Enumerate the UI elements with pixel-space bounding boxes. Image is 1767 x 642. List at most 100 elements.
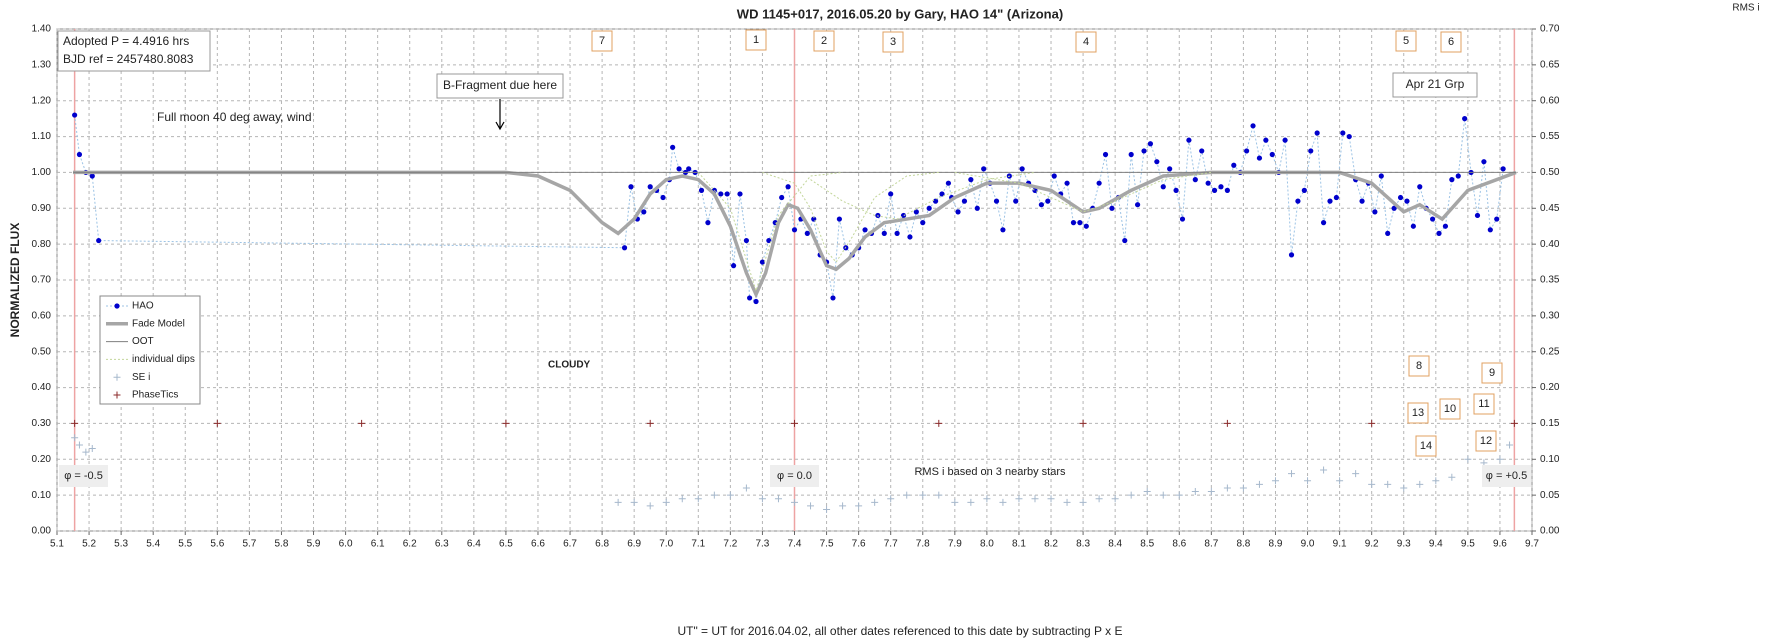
y-tick-label: 0.20 bbox=[32, 454, 52, 465]
data-point bbox=[730, 263, 737, 269]
data-point bbox=[1429, 216, 1436, 222]
x-tick-label: 5.6 bbox=[210, 539, 224, 550]
annotation-arrow bbox=[495, 99, 505, 131]
y-tick-label: 0.00 bbox=[32, 526, 52, 537]
x-tick-label: 8.5 bbox=[1140, 539, 1154, 550]
dip-label-box bbox=[1475, 430, 1497, 452]
x-tick-label: 6.8 bbox=[595, 539, 609, 550]
data-point bbox=[1378, 173, 1384, 179]
data-point bbox=[1045, 198, 1051, 204]
data-point bbox=[1207, 488, 1215, 496]
legend-box bbox=[99, 295, 201, 405]
legend-label: HAO bbox=[132, 301, 154, 312]
data-point bbox=[1333, 194, 1340, 201]
data-point bbox=[1288, 470, 1296, 478]
annotation: BJD ref = 2457480.8083 bbox=[63, 52, 194, 66]
data-point bbox=[213, 419, 221, 427]
data-point bbox=[88, 445, 96, 453]
data-point bbox=[628, 184, 634, 190]
data-point bbox=[1077, 220, 1083, 226]
dip-label: 2 bbox=[821, 35, 827, 47]
x-tick-label: 6.4 bbox=[467, 539, 481, 550]
data-point bbox=[76, 151, 83, 158]
data-point bbox=[967, 498, 975, 506]
data-point bbox=[1340, 130, 1346, 136]
data-point bbox=[913, 209, 919, 215]
data-point bbox=[1442, 223, 1449, 229]
annotation: φ = -0.5 bbox=[64, 470, 103, 482]
x-tick-label: 5.7 bbox=[242, 539, 256, 550]
y-tick-label: 0.60 bbox=[32, 310, 52, 321]
data-point bbox=[855, 502, 863, 510]
data-point bbox=[1404, 198, 1410, 204]
annotation: Adopted P = 4.4916 hrs bbox=[63, 34, 189, 48]
y-tick-label: 0.40 bbox=[32, 382, 52, 393]
data-point bbox=[1032, 187, 1038, 193]
data-point bbox=[791, 498, 798, 506]
data-point bbox=[1359, 198, 1365, 204]
data-point bbox=[1304, 477, 1312, 485]
data-point bbox=[1455, 173, 1461, 179]
dip-label: 13 bbox=[1412, 407, 1424, 419]
y-axis-label: NORMALIZED FLUX bbox=[8, 223, 22, 338]
dip-label-box bbox=[1415, 435, 1437, 457]
y2-tick-label: 0.50 bbox=[1540, 167, 1560, 178]
legend-label: individual dips bbox=[132, 354, 195, 365]
y2-axis-label: RMS i bbox=[1732, 3, 1759, 14]
x-tick-label: 7.6 bbox=[852, 539, 866, 550]
data-point bbox=[1256, 155, 1263, 161]
dip-label-box bbox=[882, 31, 904, 53]
data-point bbox=[955, 209, 961, 215]
data-point bbox=[630, 498, 638, 506]
x-tick-label: 5.8 bbox=[275, 539, 289, 550]
x-axis-label: UT" = UT for 2016.04.02, all other dates… bbox=[677, 624, 1122, 638]
data-point bbox=[1368, 419, 1376, 427]
data-point bbox=[907, 234, 913, 240]
data-point bbox=[945, 180, 952, 186]
data-point bbox=[1159, 491, 1167, 499]
dip-label: 4 bbox=[1083, 36, 1089, 48]
dip-label: 5 bbox=[1403, 35, 1409, 47]
data-point bbox=[1464, 455, 1472, 463]
data-point bbox=[726, 491, 734, 499]
data-point bbox=[1500, 166, 1506, 172]
data-point bbox=[759, 259, 766, 265]
data-point bbox=[753, 298, 759, 305]
y2-tick-label: 0.15 bbox=[1540, 418, 1560, 429]
data-point bbox=[1462, 116, 1468, 122]
dip-label-box bbox=[1407, 402, 1429, 424]
legend-marker bbox=[113, 391, 121, 399]
x-tick-label: 7.9 bbox=[948, 539, 962, 550]
data-point bbox=[71, 419, 79, 427]
legend-label: Fade Model bbox=[132, 318, 185, 329]
y-tick-label: 1.10 bbox=[32, 131, 52, 142]
data-point bbox=[939, 191, 945, 197]
data-point bbox=[96, 237, 102, 244]
data-point bbox=[836, 216, 842, 222]
dip-label-box bbox=[1439, 398, 1461, 420]
dip-label: 6 bbox=[1448, 36, 1454, 48]
legend-label: SE i bbox=[132, 372, 150, 383]
data-point bbox=[1192, 177, 1198, 183]
data-point bbox=[676, 166, 682, 172]
data-point bbox=[1510, 419, 1518, 427]
data-point bbox=[1083, 223, 1089, 229]
data-point bbox=[1015, 495, 1023, 503]
data-point bbox=[621, 245, 628, 251]
data-point bbox=[1186, 137, 1192, 143]
data-point bbox=[614, 498, 622, 506]
data-point bbox=[1432, 477, 1440, 485]
annotation-box bbox=[1392, 72, 1478, 98]
data-point bbox=[1095, 495, 1103, 503]
data-point bbox=[1079, 498, 1087, 506]
x-tick-label: 9.0 bbox=[1301, 539, 1315, 550]
data-point bbox=[1474, 212, 1481, 219]
data-point bbox=[888, 191, 894, 197]
y2-tick-label: 0.40 bbox=[1540, 239, 1560, 250]
data-point bbox=[839, 502, 847, 510]
x-tick-label: 5.1 bbox=[50, 539, 64, 550]
x-tick-label: 7.0 bbox=[659, 539, 673, 550]
annotation-box bbox=[436, 73, 564, 99]
data-point bbox=[974, 205, 980, 211]
